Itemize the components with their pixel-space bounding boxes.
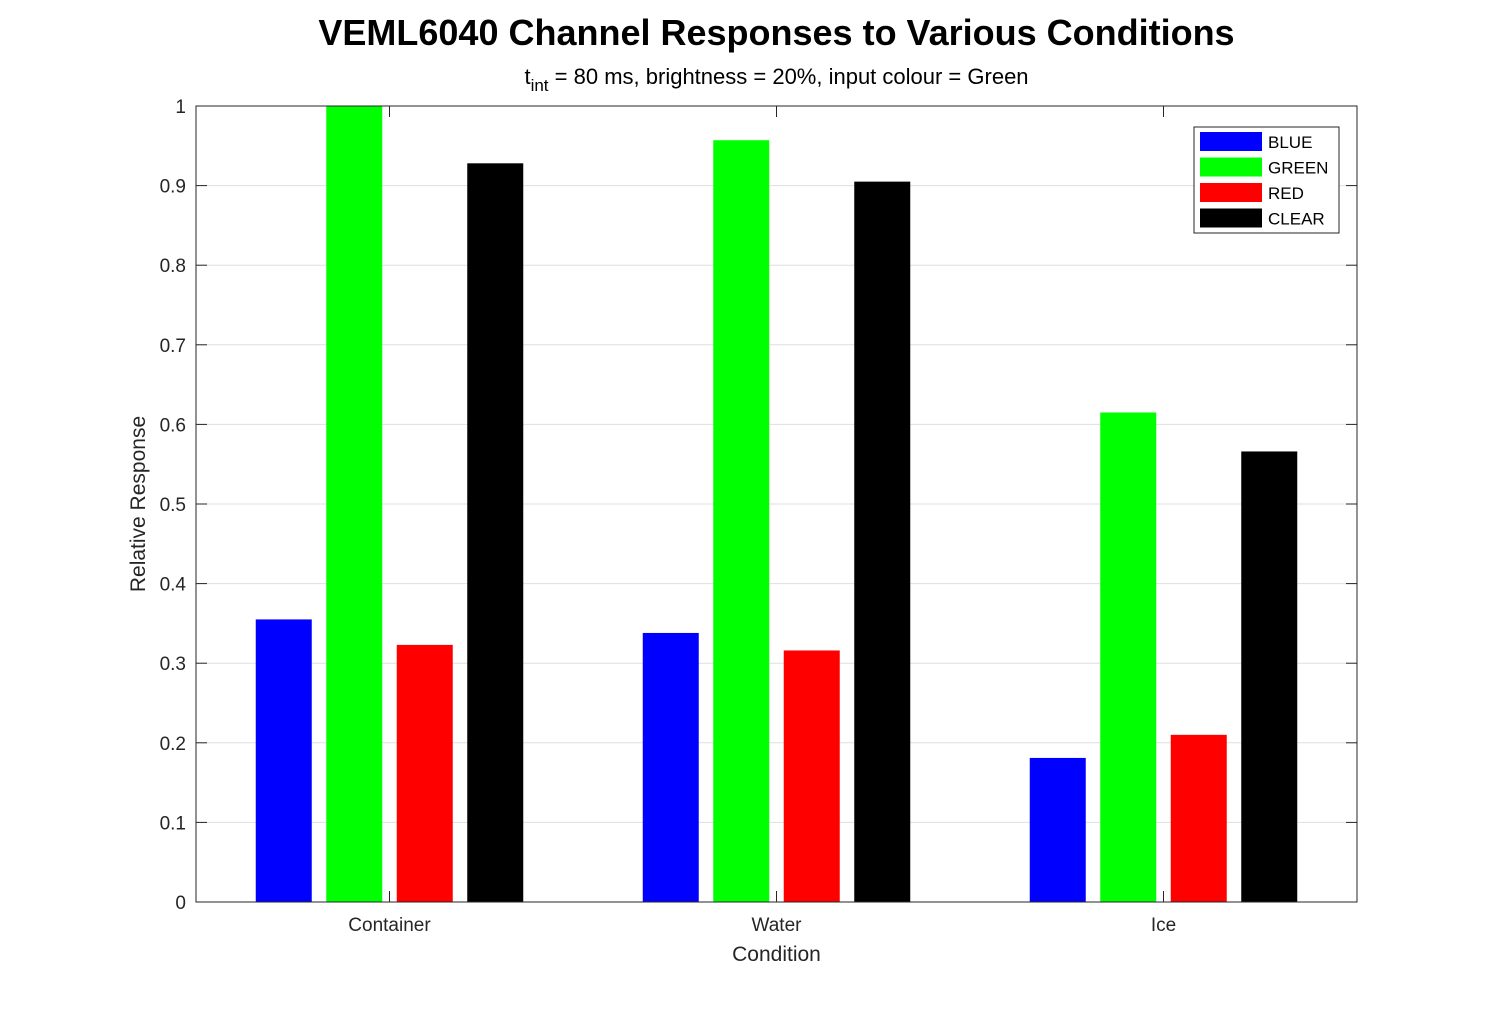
bar-red-container	[396, 644, 453, 902]
legend-label-green: GREEN	[1268, 159, 1328, 178]
bar-blue-ice	[1029, 757, 1086, 902]
y-axis-label: Relative Response	[127, 416, 150, 592]
bar-clear-water	[854, 181, 911, 902]
chart-subtitle: tint = 80 ms, brightness = 20%, input co…	[0, 64, 1500, 96]
legend: BLUE GREEN RED CLEAR	[1193, 126, 1340, 234]
bar-clear-ice	[1241, 451, 1298, 902]
bar-green-container	[326, 106, 383, 902]
bar-green-ice	[1100, 412, 1157, 902]
legend-label-blue: BLUE	[1268, 133, 1312, 152]
y-tick-label: 0.3	[160, 654, 186, 675]
chart-title: VEML6040 Channel Responses to Various Co…	[318, 12, 1235, 53]
y-tick-label: 0.9	[160, 177, 186, 198]
legend-swatch-red	[1200, 183, 1262, 202]
subtitle-prefix: t	[524, 64, 531, 89]
gridlines	[196, 185, 1357, 823]
y-tick-label: 0.4	[160, 575, 187, 596]
bar-blue-water	[642, 632, 699, 902]
legend-label-clear: CLEAR	[1268, 210, 1325, 229]
bars	[255, 106, 1298, 902]
subtitle-subscript: int	[530, 76, 549, 95]
bar-red-ice	[1170, 734, 1227, 902]
y-tick-label: 0.8	[160, 256, 186, 277]
legend-swatch-green	[1200, 157, 1262, 177]
y-tick-label: 0.7	[160, 336, 186, 357]
y-tick-label: 0.6	[160, 415, 186, 436]
bar-green-water	[713, 140, 770, 902]
bar-red-water	[783, 650, 840, 902]
bar-blue-container	[255, 619, 312, 902]
y-tick-label: 0.2	[160, 734, 186, 755]
ticks: 0 0.1 0.2 0.3 0.4 0.5 0.6 0.7 0.8 0.9 1 Container Wa…	[160, 97, 1357, 936]
legend-label-red: RED	[1268, 184, 1304, 203]
y-tick-label: 0.1	[160, 813, 186, 834]
x-tick-label: Water	[752, 915, 803, 936]
legend-swatch-blue	[1200, 132, 1262, 151]
y-tick-label: 0.5	[160, 495, 186, 516]
x-tick-label: Container	[348, 915, 431, 936]
subtitle-rest: = 80 ms, brightness = 20%, input colour …	[548, 64, 1029, 89]
legend-swatch-clear	[1200, 208, 1262, 228]
x-axis-label: Condition	[732, 943, 821, 966]
x-tick-label: Ice	[1151, 915, 1176, 936]
y-tick-label: 0	[175, 893, 186, 914]
bar-clear-container	[467, 163, 524, 902]
y-tick-label: 1	[175, 97, 186, 118]
